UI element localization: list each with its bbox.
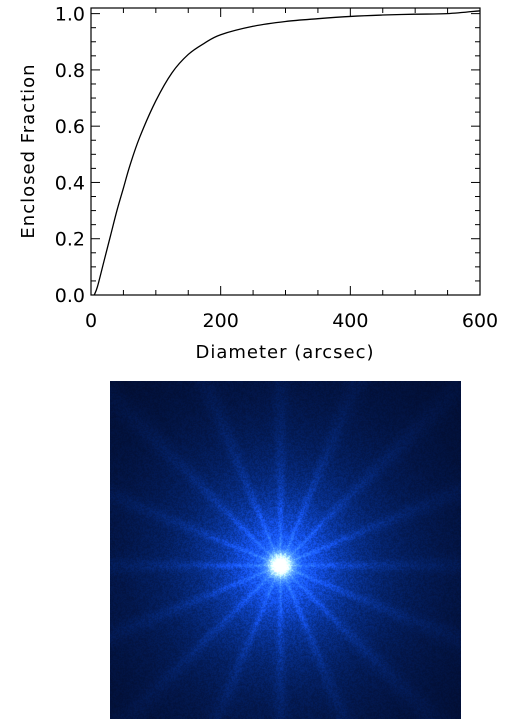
- y-tick-label: 0.4: [55, 172, 85, 194]
- x-tick-label: 400: [332, 310, 368, 332]
- y-tick-labels: 0.0 0.2 0.4 0.6 0.8 1.0: [55, 4, 85, 307]
- axis-ticks: [90, 8, 481, 296]
- y-tick-label: 0.0: [55, 285, 85, 307]
- y-tick-label: 1.0: [55, 4, 85, 26]
- y-axis-title: Enclosed Fraction: [18, 63, 39, 238]
- series-line: [93, 10, 481, 296]
- psf-image: [110, 381, 461, 719]
- y-tick-label: 0.2: [55, 229, 85, 251]
- y-tick-label: 0.6: [55, 116, 85, 138]
- x-axis-title: Diameter (arcsec): [195, 342, 374, 363]
- y-tick-label: 0.8: [55, 60, 85, 82]
- x-tick-label: 600: [462, 310, 498, 332]
- x-tick-label: 0: [85, 310, 97, 332]
- x-tick-labels: 0 200 400 600: [85, 310, 498, 332]
- plot-frame: [90, 7, 481, 296]
- enclosed-fraction-chart: 0 200 400 600 0.0 0.2 0.4 0.6 0.8 1.0 Diameter (…: [18, 4, 498, 363]
- x-tick-label: 200: [203, 310, 239, 332]
